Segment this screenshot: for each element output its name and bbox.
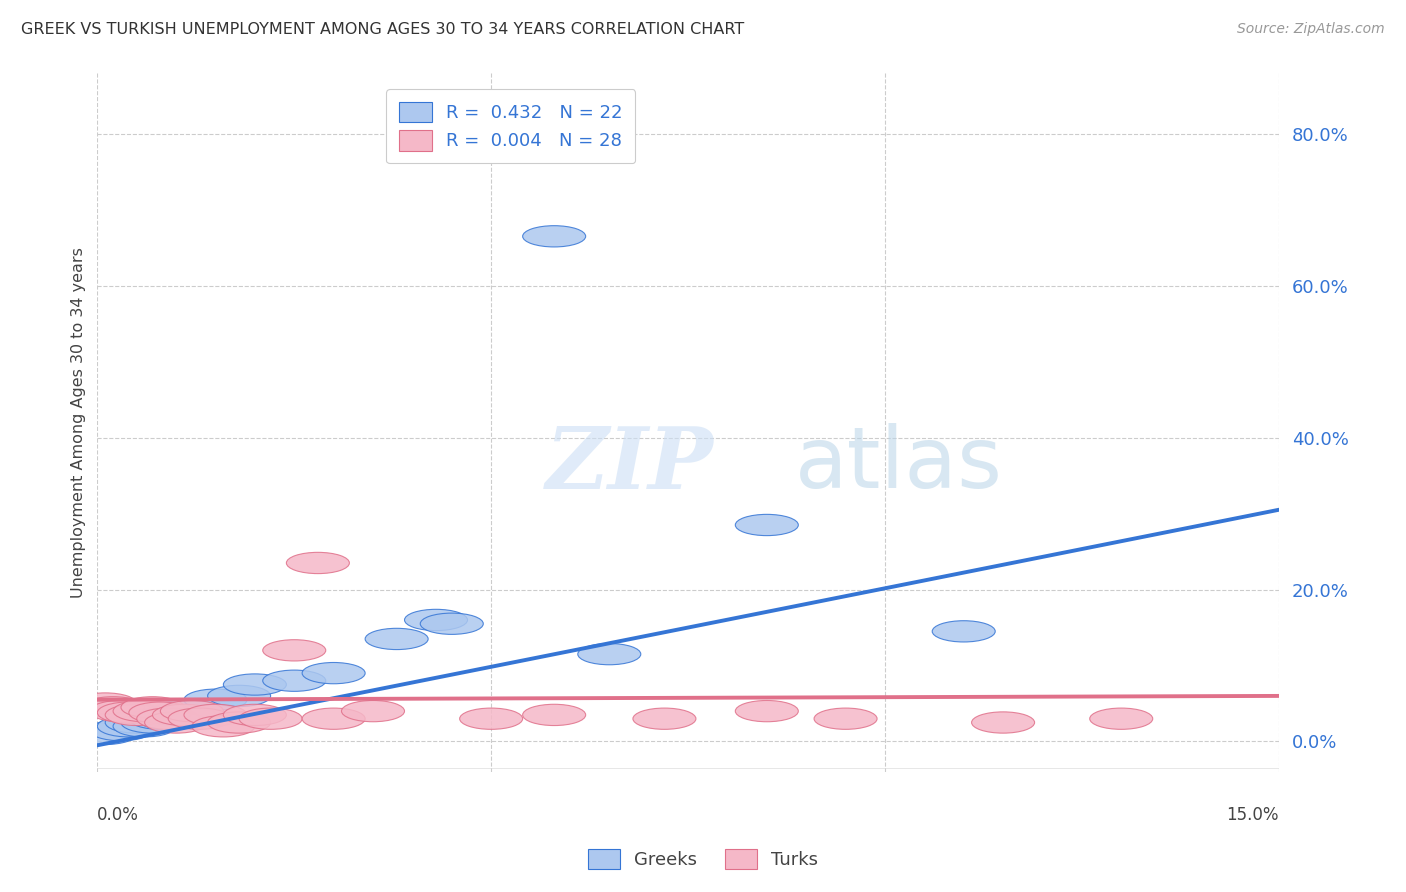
Y-axis label: Unemployment Among Ages 30 to 34 years: Unemployment Among Ages 30 to 34 years [72,247,86,598]
Ellipse shape [287,552,349,574]
Ellipse shape [90,700,152,722]
Ellipse shape [145,705,208,725]
Ellipse shape [932,621,995,642]
Text: ZIP: ZIP [547,423,714,506]
Ellipse shape [160,700,224,722]
Ellipse shape [208,712,270,733]
Legend: R =  0.432   N = 22, R =  0.004   N = 28: R = 0.432 N = 22, R = 0.004 N = 28 [387,89,636,163]
Ellipse shape [523,705,586,725]
Ellipse shape [160,700,224,722]
Ellipse shape [129,702,191,723]
Ellipse shape [208,685,270,706]
Ellipse shape [136,708,200,730]
Text: Source: ZipAtlas.com: Source: ZipAtlas.com [1237,22,1385,37]
Ellipse shape [73,693,136,714]
Ellipse shape [263,640,326,661]
Ellipse shape [239,708,302,730]
Ellipse shape [302,708,366,730]
Ellipse shape [735,515,799,535]
Ellipse shape [523,226,586,247]
Ellipse shape [1090,708,1153,730]
Ellipse shape [169,708,231,730]
Ellipse shape [302,663,366,684]
Ellipse shape [814,708,877,730]
Ellipse shape [73,723,136,745]
Ellipse shape [224,705,287,725]
Ellipse shape [105,712,169,733]
Ellipse shape [191,715,254,737]
Ellipse shape [460,708,523,730]
Ellipse shape [735,700,799,722]
Ellipse shape [152,700,215,722]
Ellipse shape [121,697,184,718]
Ellipse shape [112,700,176,722]
Text: 0.0%: 0.0% [97,806,139,824]
Ellipse shape [578,643,641,665]
Ellipse shape [420,613,484,634]
Ellipse shape [121,712,184,733]
Ellipse shape [184,705,247,725]
Ellipse shape [366,628,429,649]
Ellipse shape [633,708,696,730]
Ellipse shape [263,670,326,691]
Ellipse shape [145,712,208,733]
Ellipse shape [105,705,169,725]
Ellipse shape [184,690,247,710]
Ellipse shape [82,697,145,718]
Ellipse shape [224,673,287,695]
Ellipse shape [152,705,215,725]
Text: GREEK VS TURKISH UNEMPLOYMENT AMONG AGES 30 TO 34 YEARS CORRELATION CHART: GREEK VS TURKISH UNEMPLOYMENT AMONG AGES… [21,22,744,37]
Ellipse shape [342,700,405,722]
Text: atlas: atlas [794,423,1002,506]
Ellipse shape [129,708,191,730]
Text: 15.0%: 15.0% [1226,806,1278,824]
Ellipse shape [97,702,160,723]
Ellipse shape [405,609,468,631]
Ellipse shape [136,708,200,730]
Ellipse shape [97,715,160,737]
Ellipse shape [90,720,152,740]
Ellipse shape [972,712,1035,733]
Legend: Greeks, Turks: Greeks, Turks [578,839,828,879]
Ellipse shape [112,715,176,737]
